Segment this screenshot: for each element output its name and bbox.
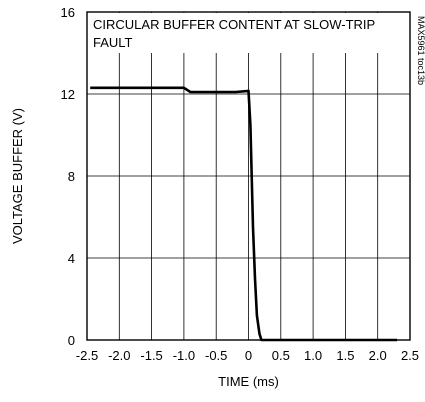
series-layer [90, 86, 398, 342]
x-tick-label: 2.5 [401, 348, 419, 363]
y-tick-label: 4 [68, 251, 75, 266]
chart-title-line: CIRCULAR BUFFER CONTENT AT SLOW-TRIP [93, 17, 375, 32]
title-background [88, 13, 388, 53]
x-tick-label: 1.0 [304, 348, 322, 363]
x-tick-label: -2.5 [76, 348, 98, 363]
x-tick-labels: -2.5 -2.0 -1.5 -1.0 -0.5 0 0.5 1.0 1.5 2.0 2.5 [76, 348, 419, 363]
y-tick-labels: 0 4 8 12 16 [61, 5, 75, 348]
grid [87, 12, 410, 340]
x-tick-label: 1.5 [336, 348, 354, 363]
side-label: MAX5961 toc13b [416, 16, 425, 85]
chart-title: CIRCULAR BUFFER CONTENT AT SLOW-TRIP FAUL… [88, 13, 388, 53]
y-tick-label: 8 [68, 169, 75, 184]
y-axis-label: VOLTAGE BUFFER (V) [10, 108, 25, 244]
x-tick-label: 0.5 [272, 348, 290, 363]
y-tick-label: 12 [61, 87, 75, 102]
y-tick-label: 0 [68, 333, 75, 348]
series-line [90, 86, 398, 342]
x-tick-label: -2.0 [108, 348, 130, 363]
x-tick-label: 2.0 [369, 348, 387, 363]
x-tick-label: 0 [245, 348, 252, 363]
plot-frame [86, 11, 411, 341]
y-tick-label: 16 [61, 5, 75, 20]
x-tick-label: -0.5 [205, 348, 227, 363]
x-axis-label: TIME (ms) [218, 374, 279, 389]
x-tick-label: -1.0 [173, 348, 195, 363]
x-tick-label: -1.5 [140, 348, 162, 363]
chart-title-line: FAULT [93, 35, 133, 50]
